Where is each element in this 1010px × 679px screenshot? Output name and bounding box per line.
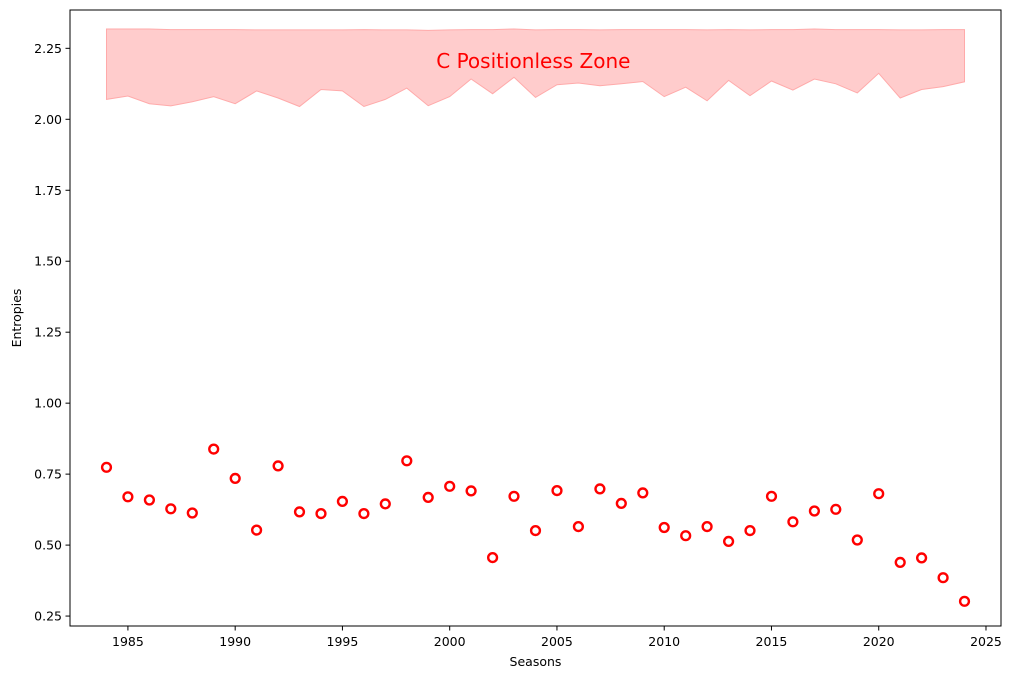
data-point: [379, 498, 391, 510]
data-point: [251, 524, 263, 536]
data-point: [401, 455, 413, 467]
data-point: [444, 480, 456, 492]
data-point: [508, 490, 520, 502]
y-tick-label: 1.50: [34, 254, 62, 269]
data-point: [572, 520, 585, 533]
y-tick-label: 1.75: [34, 183, 62, 198]
y-tick-label: 1.00: [34, 396, 62, 411]
data-point: [465, 485, 477, 497]
data-point: [722, 535, 735, 548]
y-tick-label: 1.25: [34, 325, 62, 340]
x-axis-title: Seasons: [510, 654, 562, 669]
zone-area: [106, 28, 965, 108]
y-axis-ticks: 0.25 0.50 0.75 1.00 1.25 1.50 1.75 2.00 2.25: [34, 41, 70, 624]
zone-label: C Positionless Zone: [436, 49, 630, 73]
data-point: [272, 460, 284, 472]
data-point: [958, 595, 971, 607]
x-tick-label: 2000: [434, 634, 466, 649]
data-point: [701, 520, 713, 533]
data-point: [680, 530, 692, 542]
data-point: [208, 443, 220, 455]
x-tick-label: 2010: [648, 634, 680, 649]
data-point: [894, 556, 906, 569]
entropy-points: [100, 443, 971, 607]
data-point: [229, 472, 241, 485]
data-point: [830, 503, 842, 515]
x-tick-label: 2015: [756, 634, 788, 649]
y-tick-label: 0.50: [34, 538, 62, 553]
data-point: [787, 516, 799, 528]
data-point: [336, 495, 349, 508]
x-tick-label: 2020: [863, 634, 895, 649]
data-point: [293, 506, 306, 518]
x-tick-label: 1995: [327, 634, 359, 649]
data-point: [143, 494, 156, 506]
data-point: [637, 487, 649, 499]
y-tick-label: 2.25: [34, 41, 62, 56]
data-point: [100, 461, 113, 473]
data-point: [915, 552, 928, 564]
data-point: [487, 551, 499, 564]
data-point: [422, 491, 434, 504]
x-tick-label: 2005: [541, 634, 573, 649]
data-point: [529, 524, 542, 537]
x-tick-label: 1990: [219, 634, 251, 649]
data-point: [765, 490, 778, 502]
x-tick-label: 1985: [112, 634, 144, 649]
y-tick-label: 0.75: [34, 467, 62, 482]
data-point: [937, 572, 949, 584]
data-point: [658, 521, 670, 534]
data-point: [358, 507, 370, 520]
data-point: [851, 534, 863, 546]
y-tick-label: 2.00: [34, 112, 62, 127]
data-point: [165, 503, 177, 515]
data-point: [873, 488, 885, 500]
data-point: [615, 497, 627, 510]
x-axis-ticks: 1985 1990 1995 2000 2005 2010 2015 2020 2025: [112, 626, 1002, 649]
positionless-zone-band: [106, 28, 965, 108]
data-point: [122, 491, 134, 503]
data-point: [315, 507, 327, 520]
data-point: [808, 505, 821, 517]
data-point: [551, 485, 563, 497]
y-tick-label: 0.25: [34, 609, 62, 624]
data-point: [594, 483, 606, 495]
x-tick-label: 2025: [970, 634, 1002, 649]
y-axis-title: Entropies: [9, 289, 24, 348]
data-point: [744, 524, 756, 537]
axes-frame: [69, 9, 1002, 627]
data-point: [186, 507, 198, 519]
